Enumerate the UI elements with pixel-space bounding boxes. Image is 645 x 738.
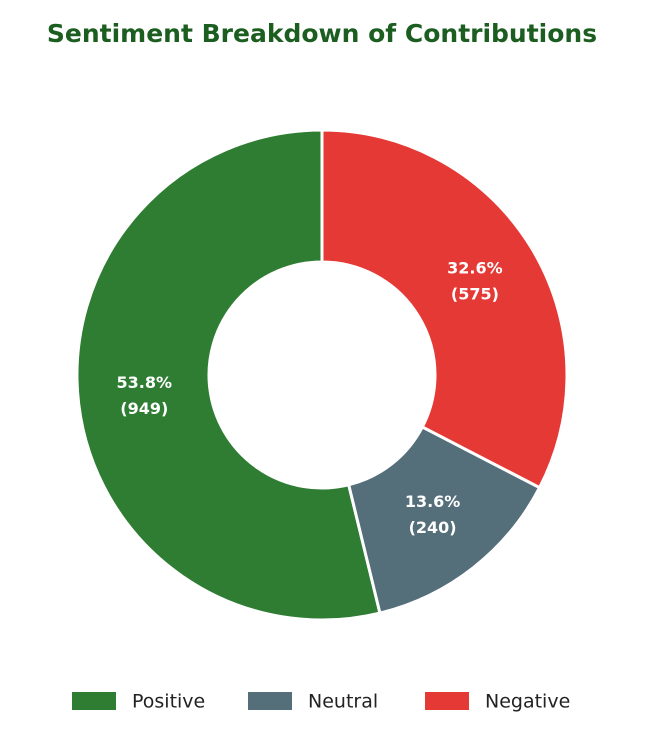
percentage-label: 13.6% — [405, 492, 461, 511]
legend-label: Neutral — [308, 691, 378, 713]
legend-label: Positive — [132, 691, 205, 713]
value-label: (949) — [120, 399, 168, 418]
legend-swatch — [425, 692, 469, 710]
slice — [346, 424, 542, 615]
percentage-label: 53.8% — [117, 373, 173, 392]
legend-label: Negative — [485, 691, 570, 713]
chart-title: Sentiment Breakdown of Contributions — [47, 19, 597, 48]
value-label: (240) — [409, 518, 457, 537]
slice — [75, 128, 382, 622]
percentage-label: 32.6% — [447, 258, 503, 277]
legend-swatch — [248, 692, 292, 710]
value-label: (575) — [451, 284, 499, 303]
legend-swatch — [72, 692, 116, 710]
slice — [320, 128, 569, 490]
